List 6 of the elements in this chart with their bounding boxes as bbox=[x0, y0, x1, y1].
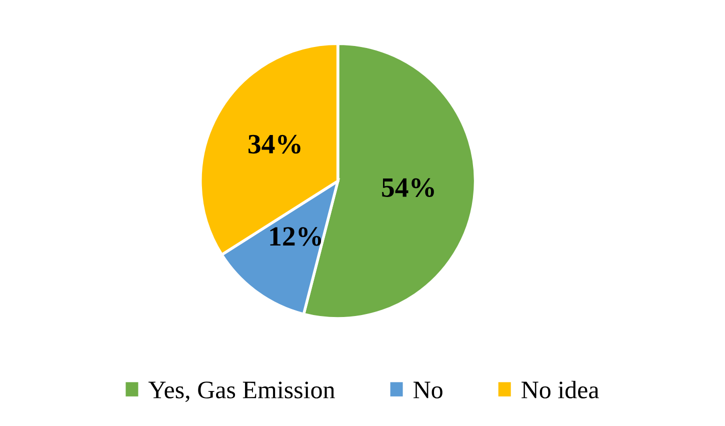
legend-label: No idea bbox=[522, 380, 599, 398]
legend-label: Yes, Gas Emission bbox=[148, 382, 335, 402]
data-label: 54% bbox=[382, 178, 434, 198]
data-label: 34% bbox=[248, 134, 300, 154]
data-label: 12% bbox=[270, 227, 322, 246]
legend-label: No bbox=[414, 382, 442, 398]
